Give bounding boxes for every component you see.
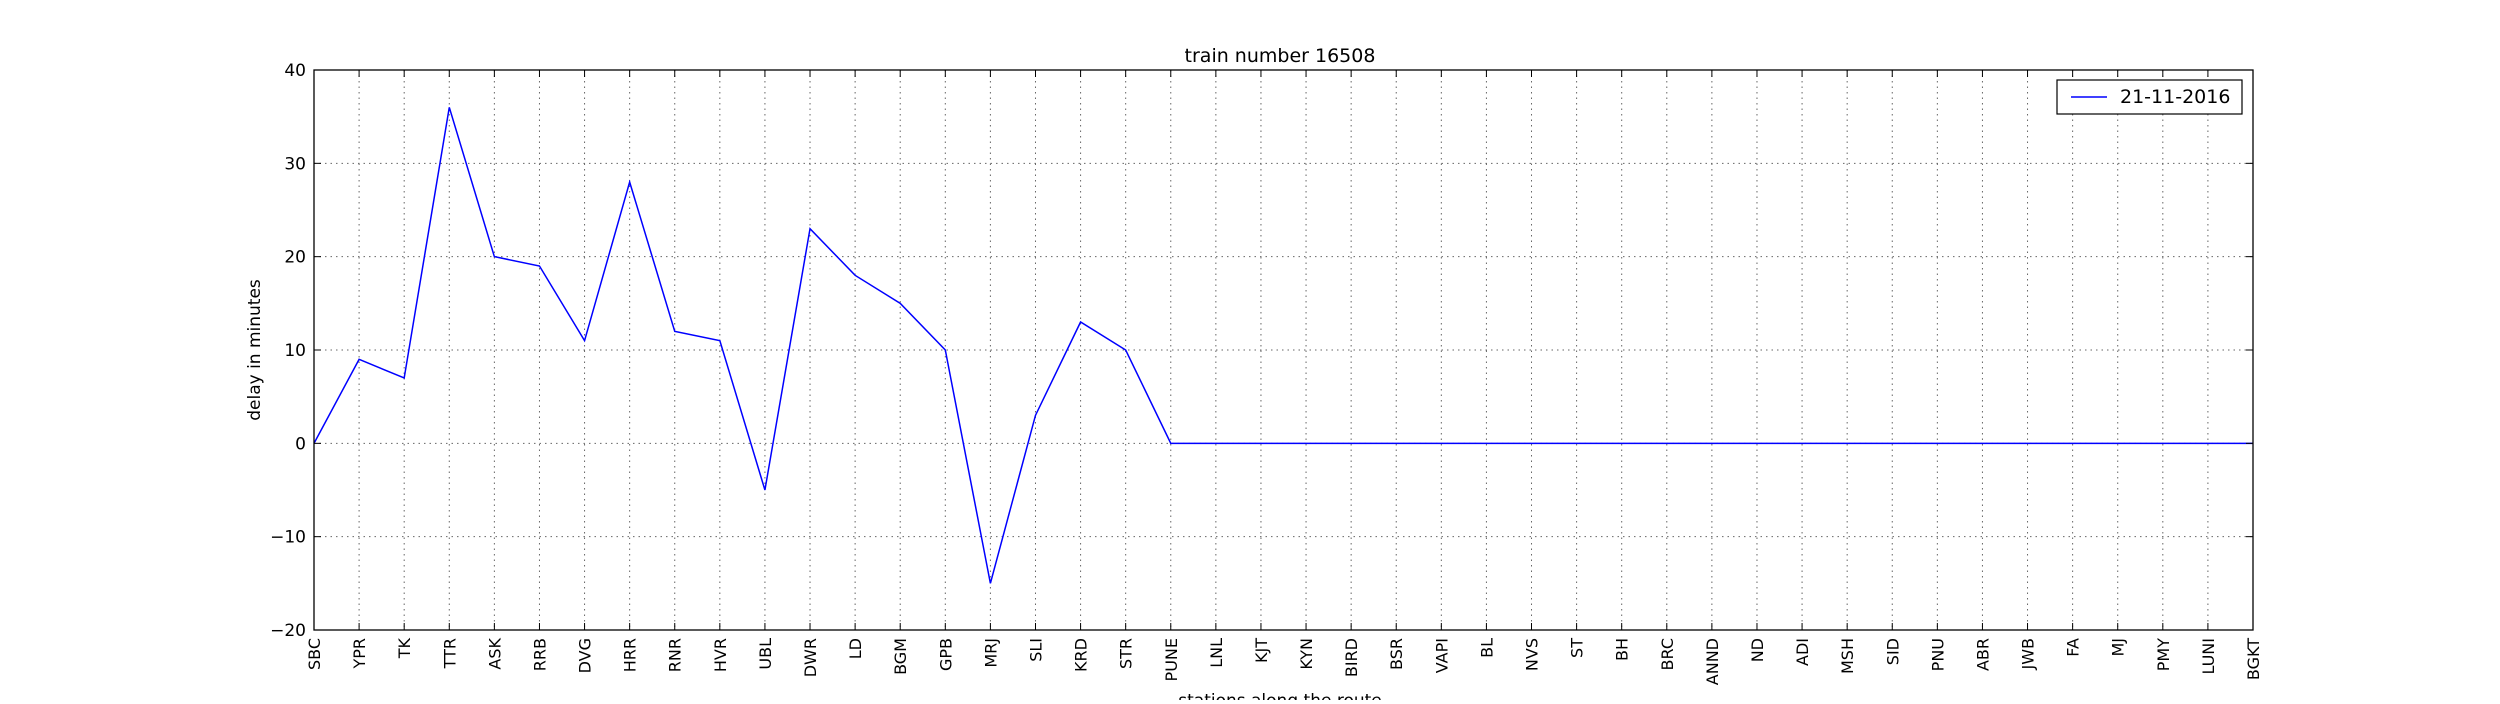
y-tick-label: −10 xyxy=(270,528,306,548)
x-tick-label: DVG xyxy=(576,638,595,673)
x-tick-label: KJT xyxy=(1252,638,1271,663)
y-tick-label: 10 xyxy=(284,341,306,361)
y-tick-label: −20 xyxy=(270,621,306,641)
x-tick-label: ANND xyxy=(1703,638,1722,685)
x-tick-label: RNR xyxy=(666,638,685,672)
x-tick-label: ABR xyxy=(1973,638,1992,671)
y-tick-label: 0 xyxy=(295,434,306,454)
x-tick-label: BSR xyxy=(1387,638,1406,670)
x-tick-label: BRC xyxy=(1658,638,1677,670)
x-tick-label: BGKT xyxy=(2244,638,2263,680)
x-tick-label: STR xyxy=(1117,638,1136,669)
x-tick-label: TK xyxy=(395,637,414,659)
x-tick-label: HRR xyxy=(621,638,640,672)
x-tick-label: HVR xyxy=(711,638,730,672)
x-tick-label: JWB xyxy=(2019,638,2038,671)
x-tick-label: KYN xyxy=(1297,638,1316,670)
x-ticks: SBC YPR TK TTR ASK RRB DVG HRR RNR HVR UBL DWR LD BGM… xyxy=(305,70,2263,685)
x-tick-label: ND xyxy=(1748,638,1767,662)
x-tick-label: VAPI xyxy=(1432,638,1451,673)
x-tick-label: FA xyxy=(2064,638,2083,657)
y-tick-label: 30 xyxy=(284,154,306,174)
x-tick-label: DWR xyxy=(801,638,820,677)
legend-label: 21-11-2016 xyxy=(2120,86,2230,108)
x-tick-label: GPB xyxy=(936,638,955,671)
grid-lines xyxy=(314,70,2253,630)
y-ticks: −20 −10 0 10 20 30 40 xyxy=(270,61,2253,641)
x-axis-label: stations along the route xyxy=(1178,691,1382,700)
y-axis-label: delay in minutes xyxy=(245,279,265,421)
chart-title: train number 16508 xyxy=(1185,45,1376,67)
x-tick-label: PUNE xyxy=(1162,638,1181,681)
x-tick-label: MRJ xyxy=(981,638,1000,668)
y-tick-label: 20 xyxy=(284,248,306,268)
series-line xyxy=(313,107,2253,584)
x-tick-label: BL xyxy=(1477,638,1496,658)
x-tick-label: SBC xyxy=(305,638,324,670)
x-tick-label: UBL xyxy=(756,638,775,670)
x-tick-label: BIRD xyxy=(1342,638,1361,677)
x-tick-label: BH xyxy=(1613,638,1632,661)
x-tick-label: PNU xyxy=(1928,638,1947,671)
legend: 21-11-2016 xyxy=(2056,79,2243,115)
x-tick-label: KRD xyxy=(1072,638,1091,672)
x-tick-label: LUNI xyxy=(2199,638,2218,675)
x-tick-label: YPR xyxy=(350,638,369,670)
x-tick-label: ST xyxy=(1568,638,1587,658)
x-tick-label: MJ xyxy=(2109,638,2128,657)
x-tick-label: SLI xyxy=(1026,638,1045,662)
x-tick-label: MSH xyxy=(1838,638,1857,674)
series-layer xyxy=(313,107,2253,584)
x-tick-label: RRB xyxy=(530,638,549,671)
x-tick-label: PMY xyxy=(2154,638,2173,671)
x-tick-label: TTR xyxy=(440,638,459,669)
x-tick-label: ADI xyxy=(1793,638,1812,666)
legend-box xyxy=(2056,79,2243,115)
x-tick-label: BGM xyxy=(891,638,910,675)
x-tick-label: ASK xyxy=(485,637,504,669)
x-tick-label: LNL xyxy=(1207,638,1226,668)
x-tick-label: LD xyxy=(846,638,865,659)
x-tick-label: SID xyxy=(1883,638,1902,665)
y-tick-label: 40 xyxy=(284,61,306,81)
x-tick-label: NVS xyxy=(1523,638,1542,671)
